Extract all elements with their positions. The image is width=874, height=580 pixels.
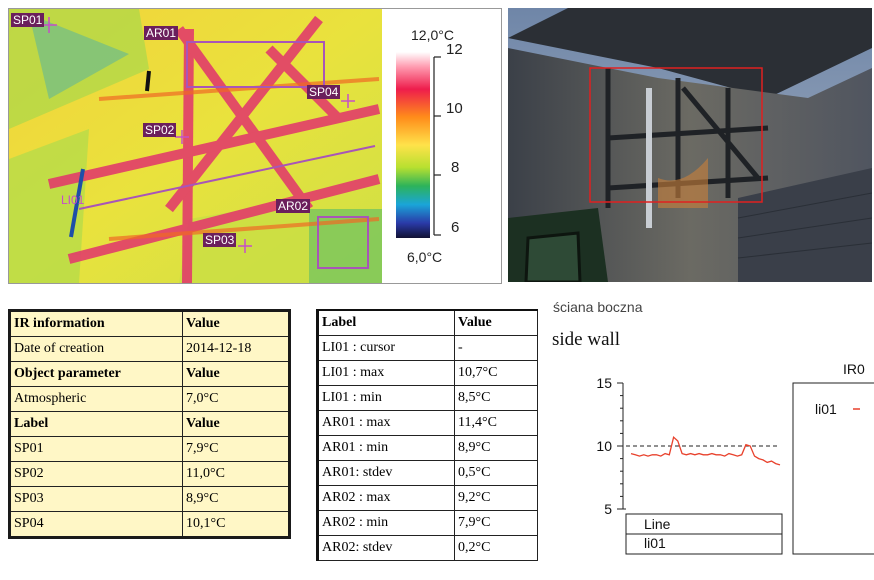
table-row: SP01 7,9°C: [9, 436, 290, 462]
ir-info-table: IR information Value Date of creation 20…: [8, 309, 291, 539]
caption-polish: ściana boczna: [553, 299, 643, 315]
legend-series-label: li01: [815, 401, 837, 417]
table-row: LI01 : min 8,5°C: [317, 385, 538, 411]
color-scale-bar: [396, 52, 430, 238]
chart-svg: 15 10 5 Line li01 IR0 li01: [596, 361, 874, 555]
table-cell: 7,0°C: [182, 386, 290, 412]
table-cell: -: [454, 335, 538, 361]
table-cell: AR02 : min: [317, 510, 455, 536]
table-row: SP03 8,9°C: [9, 486, 290, 512]
building-photo: [508, 8, 872, 282]
table-header-cell: Value: [182, 411, 290, 437]
table-header-cell: Value: [182, 361, 290, 387]
y-tick-label: 15: [596, 375, 612, 391]
table-cell: 7,9°C: [182, 436, 290, 462]
thermal-image-panel: SP01 AR01 SP04 SP02 AR02 SP03 LI01 12,0°…: [8, 8, 502, 284]
thermal-image: [9, 9, 501, 283]
table-cell: LI01 : max: [317, 360, 455, 386]
visual-measurement-frame: [589, 67, 763, 203]
table-cell: AR01: stdev: [317, 460, 455, 486]
table-row: AR02 : min 7,9°C: [317, 510, 538, 536]
table-row: AR02 : max 9,2°C: [317, 485, 538, 511]
table-header-cell: Value: [454, 309, 538, 336]
table-cell: 7,9°C: [454, 510, 538, 536]
table-cell: 11,0°C: [182, 461, 290, 487]
scale-tick-6: 6: [451, 219, 460, 236]
series-li01-line: [630, 435, 781, 466]
table-cell: 10,1°C: [182, 511, 290, 538]
table-header-cell: Value: [182, 310, 290, 337]
table-header-cell: Label: [9, 411, 183, 437]
table-row: AR01: stdev 0,5°C: [317, 460, 538, 486]
scale-tick-8: 8: [451, 159, 460, 176]
table-row: Label Value: [317, 309, 538, 336]
table-row: AR02: stdev 0,2°C: [317, 535, 538, 561]
table-cell: 2014-12-18: [182, 336, 290, 362]
table-header-cell: Object parameter: [9, 361, 183, 387]
visual-photo: [508, 8, 872, 282]
marker-ar01-label: AR01: [144, 26, 179, 40]
table-row: Object parameter Value: [9, 361, 290, 387]
y-tick-label: 5: [604, 501, 612, 517]
table-row: Date of creation 2014-12-18: [9, 336, 290, 362]
table-cell: 8,5°C: [454, 385, 538, 411]
table-cell: SP01: [9, 436, 183, 462]
table-header-cell: Label: [317, 309, 455, 336]
marker-sp04-label: SP04: [307, 85, 341, 99]
table-cell: SP03: [9, 486, 183, 512]
table-row: Label Value: [9, 411, 290, 437]
table-row: LI01 : cursor -: [317, 335, 538, 361]
table-cell: LI01 : cursor: [317, 335, 455, 361]
table-cell: 8,9°C: [454, 435, 538, 461]
table-row: Atmospheric 7,0°C: [9, 386, 290, 412]
table-cell: Atmospheric: [9, 386, 183, 412]
marker-ar02-label: AR02: [276, 199, 311, 213]
table-cell: LI01 : min: [317, 385, 455, 411]
table-row: LI01 : max 10,7°C: [317, 360, 538, 386]
table-cell: SP02: [9, 461, 183, 487]
table-cell: Date of creation: [9, 336, 183, 362]
chart-table-value: li01: [644, 535, 666, 551]
legend-header: IR0: [843, 361, 865, 377]
line-profile-chart: 15 10 5 Line li01 IR0 li01: [580, 360, 874, 575]
table-cell: 9,2°C: [454, 485, 538, 511]
table-cell: 0,5°C: [454, 460, 538, 486]
table-header-cell: IR information: [9, 310, 183, 337]
table-cell: 8,9°C: [182, 486, 290, 512]
caption-english: side wall: [552, 329, 621, 350]
table-row: AR01 : min 8,9°C: [317, 435, 538, 461]
marker-sp03-label: SP03: [203, 233, 237, 247]
scale-min-label: 6,0°C: [407, 249, 443, 265]
table-row: SP02 11,0°C: [9, 461, 290, 487]
y-ticks: 15 10 5: [596, 375, 623, 517]
table-cell: AR02: stdev: [317, 535, 455, 561]
line-li01-label: LI01: [61, 193, 85, 207]
table-cell: AR01 : max: [317, 410, 455, 436]
table-cell: AR02 : max: [317, 485, 455, 511]
table-row: IR information Value: [9, 310, 290, 337]
y-tick-label: 10: [596, 438, 612, 454]
table-cell: 10,7°C: [454, 360, 538, 386]
table-row: AR01 : max 11,4°C: [317, 410, 538, 436]
table-cell: 11,4°C: [454, 410, 538, 436]
scale-tick-12: 12: [446, 41, 463, 58]
table-cell: 0,2°C: [454, 535, 538, 561]
marker-sp01-label: SP01: [11, 13, 45, 27]
scale-tick-10: 10: [446, 100, 463, 117]
table-cell: SP04: [9, 511, 183, 538]
scale-max-label: 12,0°C: [411, 27, 454, 43]
measurement-table: Label Value LI01 : cursor - LI01 : max 10,…: [316, 309, 538, 561]
legend-box: [792, 382, 874, 555]
marker-sp02-label: SP02: [143, 123, 177, 137]
table-cell: AR01 : min: [317, 435, 455, 461]
table-row: SP04 10,1°C: [9, 511, 290, 538]
chart-table-header: Line: [644, 516, 671, 532]
